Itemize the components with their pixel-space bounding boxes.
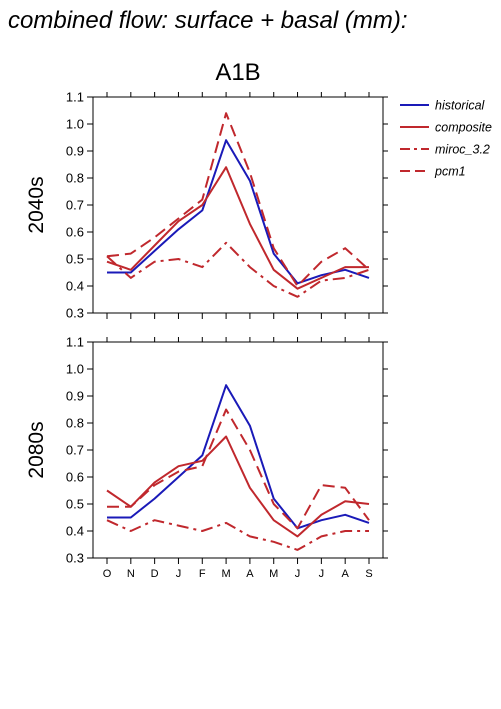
- plot-frame: [92, 341, 384, 559]
- series-line-miroc-3-2: [106, 241, 370, 298]
- y-tick-label: 0.7: [66, 443, 84, 458]
- series-line-historical: [107, 139, 370, 285]
- y-tick-label: 0.7: [66, 198, 84, 213]
- plot-frame: [92, 96, 384, 314]
- legend-label: composite: [435, 121, 492, 135]
- y-tick-label: 0.6: [66, 470, 84, 485]
- x-tick-label: D: [151, 568, 159, 580]
- y-tick-label: 0.9: [66, 144, 84, 159]
- x-tick-label: J: [295, 568, 301, 580]
- y-tick-label: 0.4: [66, 279, 84, 294]
- legend-label: pcm1: [434, 165, 466, 179]
- x-tick-label: M: [269, 568, 278, 580]
- panel-2040s: 0.3 0.4 0.5 0.6 0.7 0.8 0.9 1.0 1.1 2040s: [25, 90, 388, 321]
- x-tick-label: N: [127, 568, 135, 580]
- y-tick-label: 0.8: [66, 416, 84, 431]
- y-tick-label: 0.6: [66, 225, 84, 240]
- x-tick-label: M: [222, 568, 231, 580]
- y-tick-label: 0.3: [66, 306, 84, 321]
- series-line-composite: [106, 435, 370, 538]
- panel-title: 2080s: [25, 421, 48, 478]
- x-tick-label: A: [246, 568, 254, 580]
- y-tick-label: 1.0: [66, 117, 84, 132]
- y-tick-label: 0.3: [66, 551, 84, 566]
- x-tick-label: J: [319, 568, 325, 580]
- y-tick-label: 0.5: [66, 497, 84, 512]
- y-tick-label: 1.1: [66, 335, 84, 350]
- legend-label: miroc_3.2: [435, 143, 490, 157]
- y-tick-label: 0.5: [66, 252, 84, 267]
- y-tick-label: 1.0: [66, 362, 84, 377]
- series-line-historical: [107, 384, 370, 530]
- panel-2080s: 0.3 0.4 0.5 0.6 0.7 0.8 0.9 1.0 1.1 O N D J F M A M J J A S 2…: [25, 335, 388, 580]
- legend-label: historical: [435, 99, 486, 113]
- panel-title: 2040s: [25, 176, 48, 233]
- series-line-miroc-3-2: [106, 519, 369, 551]
- x-tick-label: S: [365, 568, 372, 580]
- x-tick-label: O: [103, 568, 112, 580]
- y-tick-label: 0.4: [66, 524, 84, 539]
- scenario-title: A1B: [215, 59, 260, 86]
- legend: historical composite miroc_3.2 pcm1: [400, 99, 492, 179]
- series-line-composite: [106, 166, 369, 290]
- x-tick-label: J: [176, 568, 182, 580]
- series-line-pcm1: [107, 408, 370, 530]
- x-tick-label: F: [199, 568, 206, 580]
- x-tick-label: A: [342, 568, 350, 580]
- y-tick-label: 0.9: [66, 389, 84, 404]
- y-tick-label: 0.8: [66, 171, 84, 186]
- figure-suptitle: combined flow: surface + basal (mm):: [8, 7, 407, 34]
- y-tick-label: 1.1: [66, 90, 84, 105]
- series-line-pcm1: [106, 112, 370, 287]
